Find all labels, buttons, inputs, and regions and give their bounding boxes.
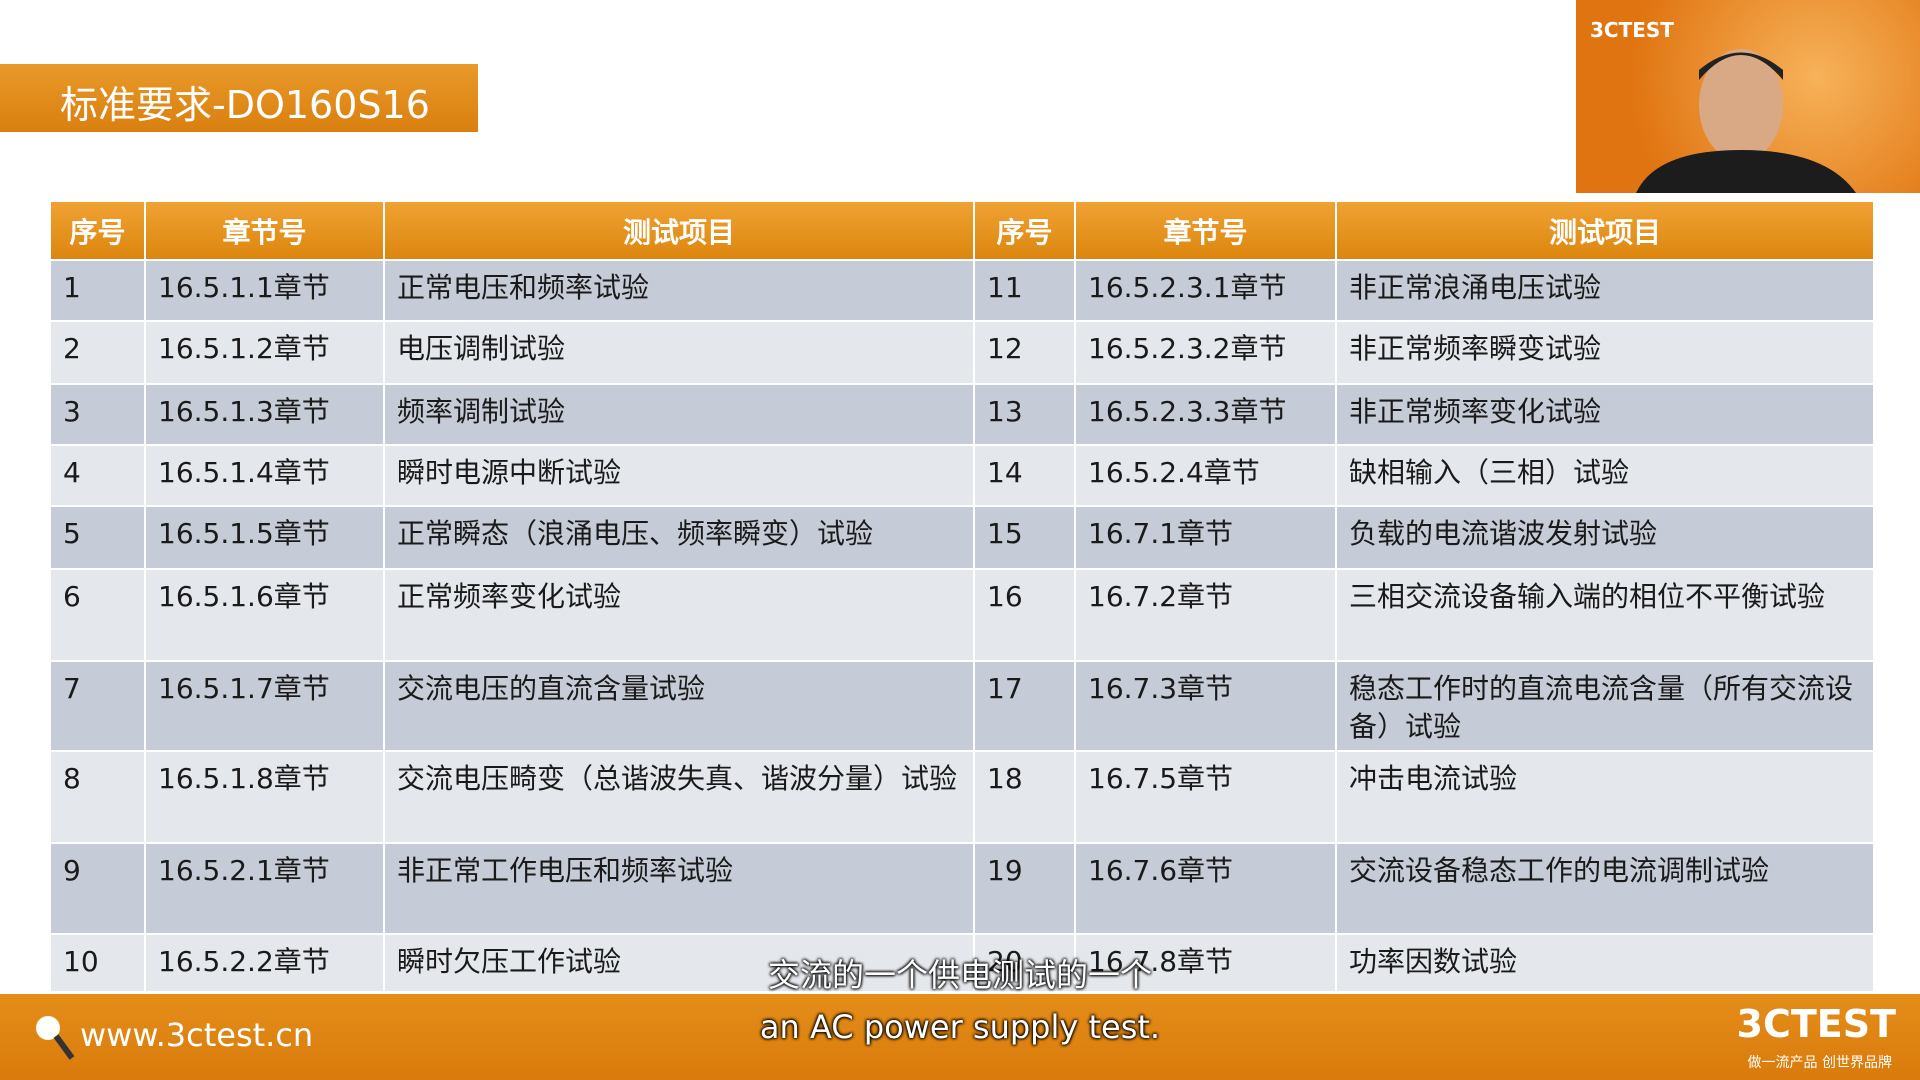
table-cell: 正常电压和频率试验: [383, 259, 975, 322]
column-header: 序号: [973, 200, 1076, 261]
subtitle-en: an AC power supply test.: [759, 1008, 1161, 1046]
table-cell: 瞬时电源中断试验: [383, 444, 975, 507]
footer: www.3ctest.cn 3CTEST 做一流产品 创世界品牌: [0, 994, 1920, 1080]
table-cell: 11: [973, 259, 1076, 322]
column-header: 章节号: [144, 200, 385, 261]
subtitle-zh: 交流的一个供电测试的一个: [767, 956, 1152, 994]
table-cell: 16.5.1.4章节: [144, 444, 385, 507]
table-row: 10 16.5.2.2章节 瞬时欠压工作试验 20 16.7.8章节 功率因数试验: [49, 933, 1875, 993]
table-cell: 16.5.1.1章节: [144, 259, 385, 322]
table-cell: 16.5.2.3.3章节: [1074, 383, 1337, 446]
table-cell: 18: [973, 750, 1076, 844]
footer-slogan: 做一流产品 创世界品牌: [1747, 1055, 1892, 1071]
table-row: 7 16.5.1.7章节 交流电压的直流含量试验 17 16.7.3章节 稳态工作时的直流…: [49, 660, 1875, 752]
table-cell: 频率调制试验: [383, 383, 975, 446]
table-cell: 17: [973, 660, 1076, 752]
table-row: 5 16.5.1.5章节 正常瞬态（浪涌电压、频率瞬变）试验 15 16.7.1章节 负载…: [49, 505, 1875, 570]
column-header: 序号: [49, 200, 146, 261]
table-cell: 12: [973, 320, 1076, 385]
table-cell: 正常频率变化试验: [383, 568, 975, 662]
table-cell: 16.5.2.3.2章节: [1074, 320, 1337, 385]
table-cell: 电压调制试验: [383, 320, 975, 385]
table-cell: 5: [49, 505, 146, 570]
table-cell: 16.5.2.2章节: [144, 933, 385, 993]
table-cell: 10: [49, 933, 146, 993]
table-cell: 16.5.1.2章节: [144, 320, 385, 385]
table-cell: 15: [973, 505, 1076, 570]
table-cell: 16.7.2章节: [1074, 568, 1337, 662]
table-cell: 16.7.5章节: [1074, 750, 1337, 844]
column-header: 测试项目: [1335, 200, 1875, 261]
table-cell: 瞬时欠压工作试验: [383, 933, 975, 993]
table-row: 8 16.5.1.8章节 交流电压畸变（总谐波失真、谐波分量）试验 18 16.7.5章…: [49, 750, 1875, 844]
standards-table: 序号 章节号 测试项目 序号 章节号 测试项目 1 16.5.1.1章节 正常电压和频率试验 1…: [49, 200, 1875, 993]
table-cell: 7: [49, 660, 146, 752]
footer-url: www.3ctest.cn: [80, 1016, 314, 1054]
table-cell: 16.7.1章节: [1074, 505, 1337, 570]
table-cell: 8: [49, 750, 146, 844]
table-cell: 稳态工作时的直流电流含量（所有交流设备）试验: [1335, 660, 1875, 752]
table-cell: 缺相输入（三相）试验: [1335, 444, 1875, 507]
title-bar: 标准要求-DO160S16: [0, 64, 478, 132]
table-cell: 负载的电流谐波发射试验: [1335, 505, 1875, 570]
table-cell: 16.5.1.5章节: [144, 505, 385, 570]
table-cell: 16.5.2.1章节: [144, 842, 385, 935]
table-cell: 19: [973, 842, 1076, 935]
table-cell: 16.7.3章节: [1074, 660, 1337, 752]
table-cell: 功率因数试验: [1335, 933, 1875, 993]
table-cell: 4: [49, 444, 146, 507]
table-cell: 交流电压畸变（总谐波失真、谐波分量）试验: [383, 750, 975, 844]
table-cell: 16.7.6章节: [1074, 842, 1337, 935]
table-cell: 三相交流设备输入端的相位不平衡试验: [1335, 568, 1875, 662]
footer-brand: 3CTEST: [1736, 1002, 1897, 1046]
table-cell: 13: [973, 383, 1076, 446]
table-cell: 非正常频率瞬变试验: [1335, 320, 1875, 385]
table-cell: 冲击电流试验: [1335, 750, 1875, 844]
column-header: 章节号: [1074, 200, 1337, 261]
table-cell: 16.5.1.6章节: [144, 568, 385, 662]
table-row: 2 16.5.1.2章节 电压调制试验 12 16.5.2.3.2章节 非正常频率瞬变试验: [49, 320, 1875, 385]
table-cell: 16.5.2.4章节: [1074, 444, 1337, 507]
table-row: 6 16.5.1.6章节 正常频率变化试验 16 16.7.2章节 三相交流设备输入端的相…: [49, 568, 1875, 662]
table-cell: 3: [49, 383, 146, 446]
column-header: 测试项目: [383, 200, 975, 261]
table-cell: 正常瞬态（浪涌电压、频率瞬变）试验: [383, 505, 975, 570]
table-cell: 16.5.1.7章节: [144, 660, 385, 752]
table-cell: 16.5.1.8章节: [144, 750, 385, 844]
table-cell: 6: [49, 568, 146, 662]
table-cell: 非正常工作电压和频率试验: [383, 842, 975, 935]
table-cell: 2: [49, 320, 146, 385]
table-row: 3 16.5.1.3章节 频率调制试验 13 16.5.2.3.3章节 非正常频率变化试验: [49, 383, 1875, 446]
table-cell: 16.5.1.3章节: [144, 383, 385, 446]
table-cell: 9: [49, 842, 146, 935]
table-cell: 交流设备稳态工作的电流调制试验: [1335, 842, 1875, 935]
presenter: [1636, 49, 1856, 193]
table-cell: 1: [49, 259, 146, 322]
table-cell: 16.7.8章节: [1074, 933, 1337, 993]
table-row: 9 16.5.2.1章节 非正常工作电压和频率试验 19 16.7.6章节 交流设备稳态工…: [49, 842, 1875, 935]
webcam: 3CTEST: [1576, 0, 1920, 193]
slide-title: 标准要求-DO160S16: [60, 83, 430, 127]
webcam-logo: 3CTEST: [1590, 18, 1674, 42]
table-row: 1 16.5.1.1章节 正常电压和频率试验 11 16.5.2.3.1章节 非正常浪涌电…: [49, 259, 1875, 322]
table-cell: 交流电压的直流含量试验: [383, 660, 975, 752]
table-cell: 16: [973, 568, 1076, 662]
search-icon: [36, 1016, 75, 1060]
table-cell: 非正常浪涌电压试验: [1335, 259, 1875, 322]
table-row: 4 16.5.1.4章节 瞬时电源中断试验 14 16.5.2.4章节 缺相输入（三相）试…: [49, 444, 1875, 507]
table-cell: 16.5.2.3.1章节: [1074, 259, 1337, 322]
table-cell: 20: [973, 933, 1076, 993]
table-cell: 非正常频率变化试验: [1335, 383, 1875, 446]
table-cell: 14: [973, 444, 1076, 507]
